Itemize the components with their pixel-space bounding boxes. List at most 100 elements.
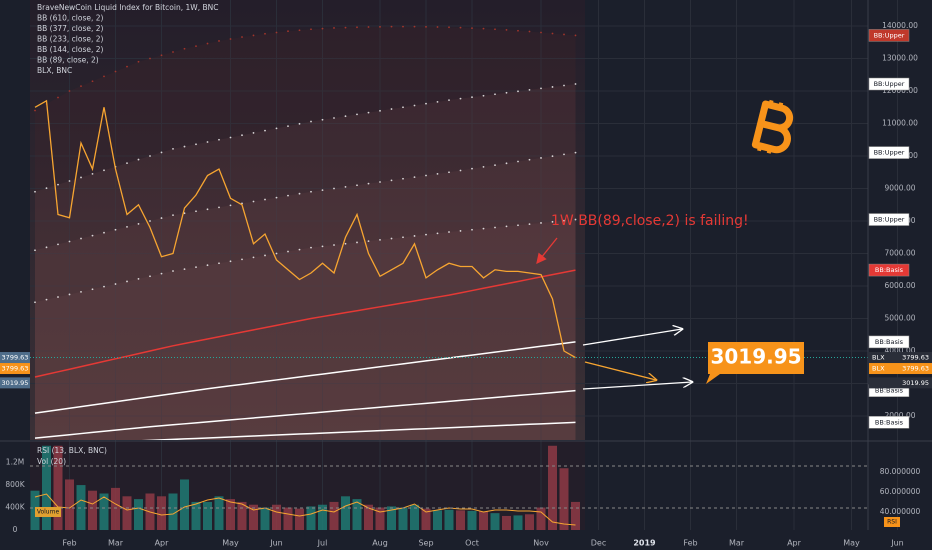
band-upper-dot (528, 158, 531, 161)
band-upper-dot (172, 51, 174, 53)
volume-bar (65, 479, 74, 530)
band-tag-label: BB:Upper (874, 149, 905, 157)
band-upper-dot (137, 277, 140, 280)
band-upper-dot (218, 138, 220, 141)
band-upper-dot (425, 25, 427, 28)
band-upper-dot (91, 288, 94, 291)
band-upper-dot (540, 222, 542, 224)
band-upper-dot (68, 293, 71, 296)
band-upper-dot (356, 113, 358, 116)
band-tag (868, 416, 910, 429)
x-tick-label: Apr (787, 539, 802, 548)
band-upper-dot (114, 228, 117, 231)
band-upper-dot (183, 47, 186, 50)
y-tick-label: 13000.00 (882, 54, 918, 63)
volume-tag-box (35, 507, 61, 517)
band-upper-dot (275, 252, 278, 255)
band-upper-dot (310, 190, 312, 193)
volume-bar (421, 508, 431, 530)
band-tag (868, 77, 910, 91)
band-upper-dot (298, 248, 301, 251)
volume-bar (536, 507, 546, 530)
band-upper-dot (91, 234, 94, 237)
band-upper-dot (563, 153, 565, 156)
band-upper-dot (436, 232, 439, 235)
band-tag-label: BB:Upper (874, 80, 905, 88)
volume-tick-label: 400K (5, 503, 25, 512)
band-upper-dot (425, 102, 427, 105)
band-upper-dot (287, 125, 289, 128)
y-tick-label: 14000.00 (882, 21, 918, 30)
band-tag-label: BB:Upper (874, 216, 905, 224)
band-upper-dot (160, 272, 163, 275)
band-upper-dot (206, 208, 209, 211)
band-upper-dot (275, 31, 278, 34)
price-tag (0, 363, 30, 375)
band-upper-dot (57, 183, 59, 186)
band-upper-dot (298, 122, 301, 125)
volume-bar (226, 499, 235, 530)
rsi-tag-box (884, 517, 900, 527)
band-upper-dot (333, 244, 335, 246)
y-tick-label: 12000.00 (882, 86, 918, 95)
band-tag-label: BB:Upper (874, 31, 905, 39)
volume-bar (559, 468, 569, 530)
band-upper-dot (482, 27, 485, 30)
legend-entry: BB (144, close, 2) (37, 45, 104, 54)
band-upper-dot (551, 86, 554, 88)
band-upper-dot (195, 210, 197, 213)
band-upper-dot (517, 29, 519, 32)
band-upper-dot (356, 241, 358, 244)
band-upper-dot (241, 258, 243, 261)
band-upper-dot (482, 227, 485, 230)
band-upper-dot (34, 109, 36, 112)
band-upper-dot (367, 26, 370, 28)
x-tick-label: Nov (533, 539, 549, 548)
band-upper-dot (183, 145, 186, 148)
band-upper-dot (149, 275, 151, 278)
band-upper-dot (80, 290, 82, 293)
volume-bar (214, 496, 224, 530)
band-upper-dot (160, 54, 163, 57)
band-tag (868, 146, 910, 159)
band-upper-dot (229, 260, 232, 263)
band-upper-dot (57, 243, 59, 246)
band-upper-dot (482, 165, 485, 168)
volume-bar (433, 510, 442, 530)
band-upper-dot (57, 296, 59, 298)
band-upper-dot (103, 285, 105, 288)
band-upper-dot (34, 190, 36, 193)
volume-bar (272, 504, 281, 530)
y-tick-label: 6000.00 (884, 281, 915, 290)
band-tag-label: BB:Basis (875, 266, 904, 274)
band-upper-dot (241, 36, 243, 38)
volume-bar (467, 510, 477, 530)
band-upper-dot (45, 187, 48, 190)
band-upper-dot (574, 34, 577, 37)
last-price-tag-right-label: 3799.63 (902, 354, 929, 362)
price-tag-right-label: 3799.63 (902, 365, 929, 373)
target-price-tag-right-label: 3019.95 (902, 379, 929, 387)
band-upper-dot (57, 96, 59, 99)
x-tick-label: May (222, 539, 239, 548)
band-upper-dot (413, 176, 416, 179)
band-upper-dot (528, 30, 531, 33)
band-upper-dot (494, 28, 496, 31)
rsi-tick-label: 40.000000 (880, 507, 921, 516)
band-tag-label: BB:Basis (875, 387, 904, 395)
band-upper-dot (149, 57, 151, 60)
symbol-label: BLX (872, 365, 885, 373)
last-price-tag-label: 3799.63 (2, 354, 29, 362)
band-upper-dot (149, 155, 151, 157)
band-upper-dot (103, 169, 105, 172)
band-basis (141, 421, 576, 440)
band-upper-dot (551, 220, 554, 223)
band-upper-dot (436, 172, 439, 175)
volume-bar (444, 509, 454, 530)
band-upper-dot (321, 189, 324, 192)
band-upper-dot (344, 26, 347, 29)
band-tag (868, 29, 910, 42)
band-upper-dot (80, 176, 82, 179)
price-line (34, 99, 576, 359)
callout-box (706, 342, 804, 384)
